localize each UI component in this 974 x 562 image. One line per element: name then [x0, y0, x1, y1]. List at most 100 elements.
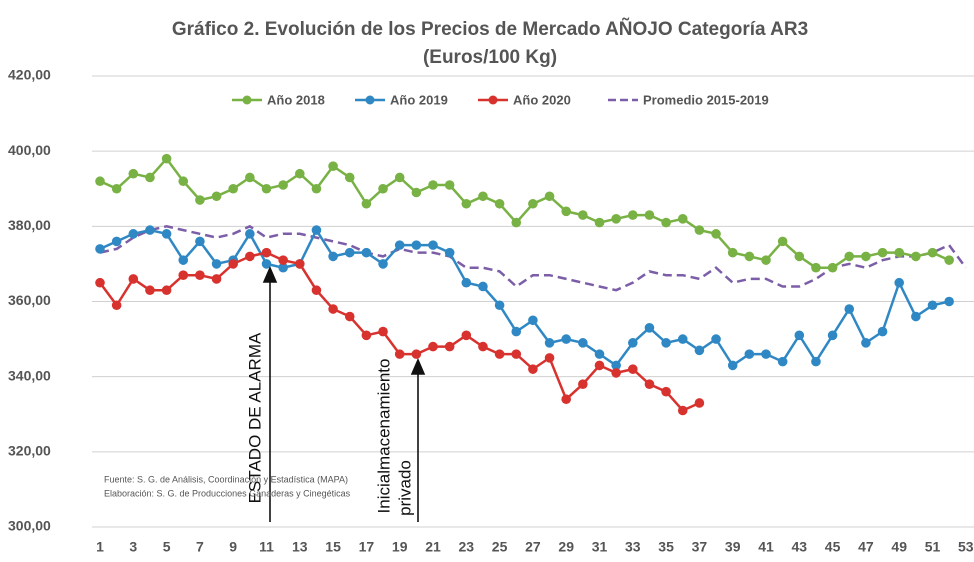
data-point	[611, 360, 621, 371]
data-point	[578, 338, 588, 348]
data-point	[195, 236, 205, 247]
data-point	[544, 353, 555, 363]
series-line	[99, 224, 967, 292]
x-tick-label: 23	[459, 539, 475, 555]
data-point	[311, 285, 322, 296]
data-point	[811, 262, 821, 273]
data-point	[594, 349, 605, 359]
data-point	[911, 251, 921, 262]
data-point	[561, 394, 571, 405]
data-point	[195, 270, 205, 280]
data-point	[927, 247, 938, 258]
data-point	[361, 247, 372, 258]
x-tick-label: 3	[129, 539, 137, 555]
data-point	[444, 341, 455, 352]
data-point	[628, 210, 638, 220]
x-tick-label: 13	[292, 539, 308, 555]
data-point	[328, 161, 338, 171]
x-tick-label: 37	[692, 539, 708, 555]
data-point	[394, 240, 405, 250]
data-point	[528, 198, 538, 209]
x-tick-label: 33	[625, 539, 641, 555]
y-tick-label: 320,00	[8, 443, 51, 459]
data-point	[278, 255, 288, 265]
data-point	[528, 315, 538, 326]
data-point	[894, 247, 904, 258]
data-point	[911, 311, 921, 322]
data-point	[661, 338, 671, 348]
data-point	[394, 349, 405, 359]
data-point	[428, 180, 438, 190]
data-point	[794, 251, 805, 262]
data-point	[677, 405, 688, 416]
y-tick-label: 380,00	[8, 217, 51, 233]
data-point	[161, 229, 172, 239]
data-point	[178, 270, 189, 280]
data-point	[461, 330, 472, 341]
data-point	[677, 334, 688, 344]
x-tick-label: 31	[592, 539, 608, 555]
x-tick-label: 1	[96, 539, 104, 555]
data-point	[378, 259, 388, 269]
legend-item: Año 2020	[478, 92, 571, 107]
data-point	[344, 247, 355, 258]
data-point	[594, 217, 605, 228]
data-point	[861, 338, 871, 348]
data-point	[611, 368, 621, 378]
data-point	[128, 168, 139, 179]
y-tick-label: 400,00	[8, 142, 51, 158]
x-tick-label: 27	[525, 539, 541, 555]
data-point	[145, 285, 155, 296]
data-point	[744, 349, 755, 359]
data-point	[361, 198, 372, 209]
x-tick-label: 9	[229, 539, 237, 555]
data-point	[661, 217, 671, 228]
data-point	[827, 330, 838, 341]
data-point	[694, 398, 705, 408]
x-tick-label: 53	[958, 539, 974, 555]
data-point	[777, 236, 788, 247]
arrow-head	[410, 357, 426, 375]
data-point	[711, 229, 721, 239]
data-point	[211, 191, 222, 202]
data-point	[844, 304, 855, 314]
data-point	[411, 349, 422, 359]
chart-subtitle: (Euros/100 Kg)	[423, 47, 557, 68]
data-point	[394, 172, 405, 183]
data-point	[378, 183, 388, 194]
data-point	[245, 251, 255, 262]
data-point	[261, 247, 272, 258]
x-tick-label: 47	[858, 539, 874, 555]
data-point	[827, 262, 838, 273]
data-point	[428, 240, 438, 250]
data-point	[444, 180, 455, 190]
data-point	[711, 334, 721, 344]
x-tick-label: 41	[758, 539, 774, 555]
data-point	[494, 349, 505, 359]
data-point	[611, 214, 621, 224]
data-point	[794, 330, 805, 341]
data-point	[861, 251, 871, 262]
data-point	[944, 255, 954, 265]
x-tick-label: 7	[196, 539, 204, 555]
data-point	[128, 274, 139, 284]
data-point	[561, 334, 571, 344]
source-note: Elaboración: S. G. de Producciones Ganad…	[104, 488, 351, 498]
x-tick-label: 5	[163, 539, 171, 555]
data-point	[777, 356, 788, 367]
x-tick-label: 11	[259, 539, 274, 555]
data-point	[461, 277, 472, 288]
data-point	[628, 364, 638, 374]
x-tick-label: 51	[925, 539, 941, 555]
data-point	[877, 326, 888, 337]
data-point	[428, 341, 438, 352]
data-point	[677, 214, 688, 224]
legend-marker	[365, 95, 375, 105]
data-point	[278, 262, 288, 273]
data-point	[727, 247, 738, 258]
x-tick-label: 19	[392, 539, 408, 555]
data-point	[178, 176, 189, 187]
data-point	[411, 187, 422, 198]
x-tick-label: 49	[891, 539, 907, 555]
